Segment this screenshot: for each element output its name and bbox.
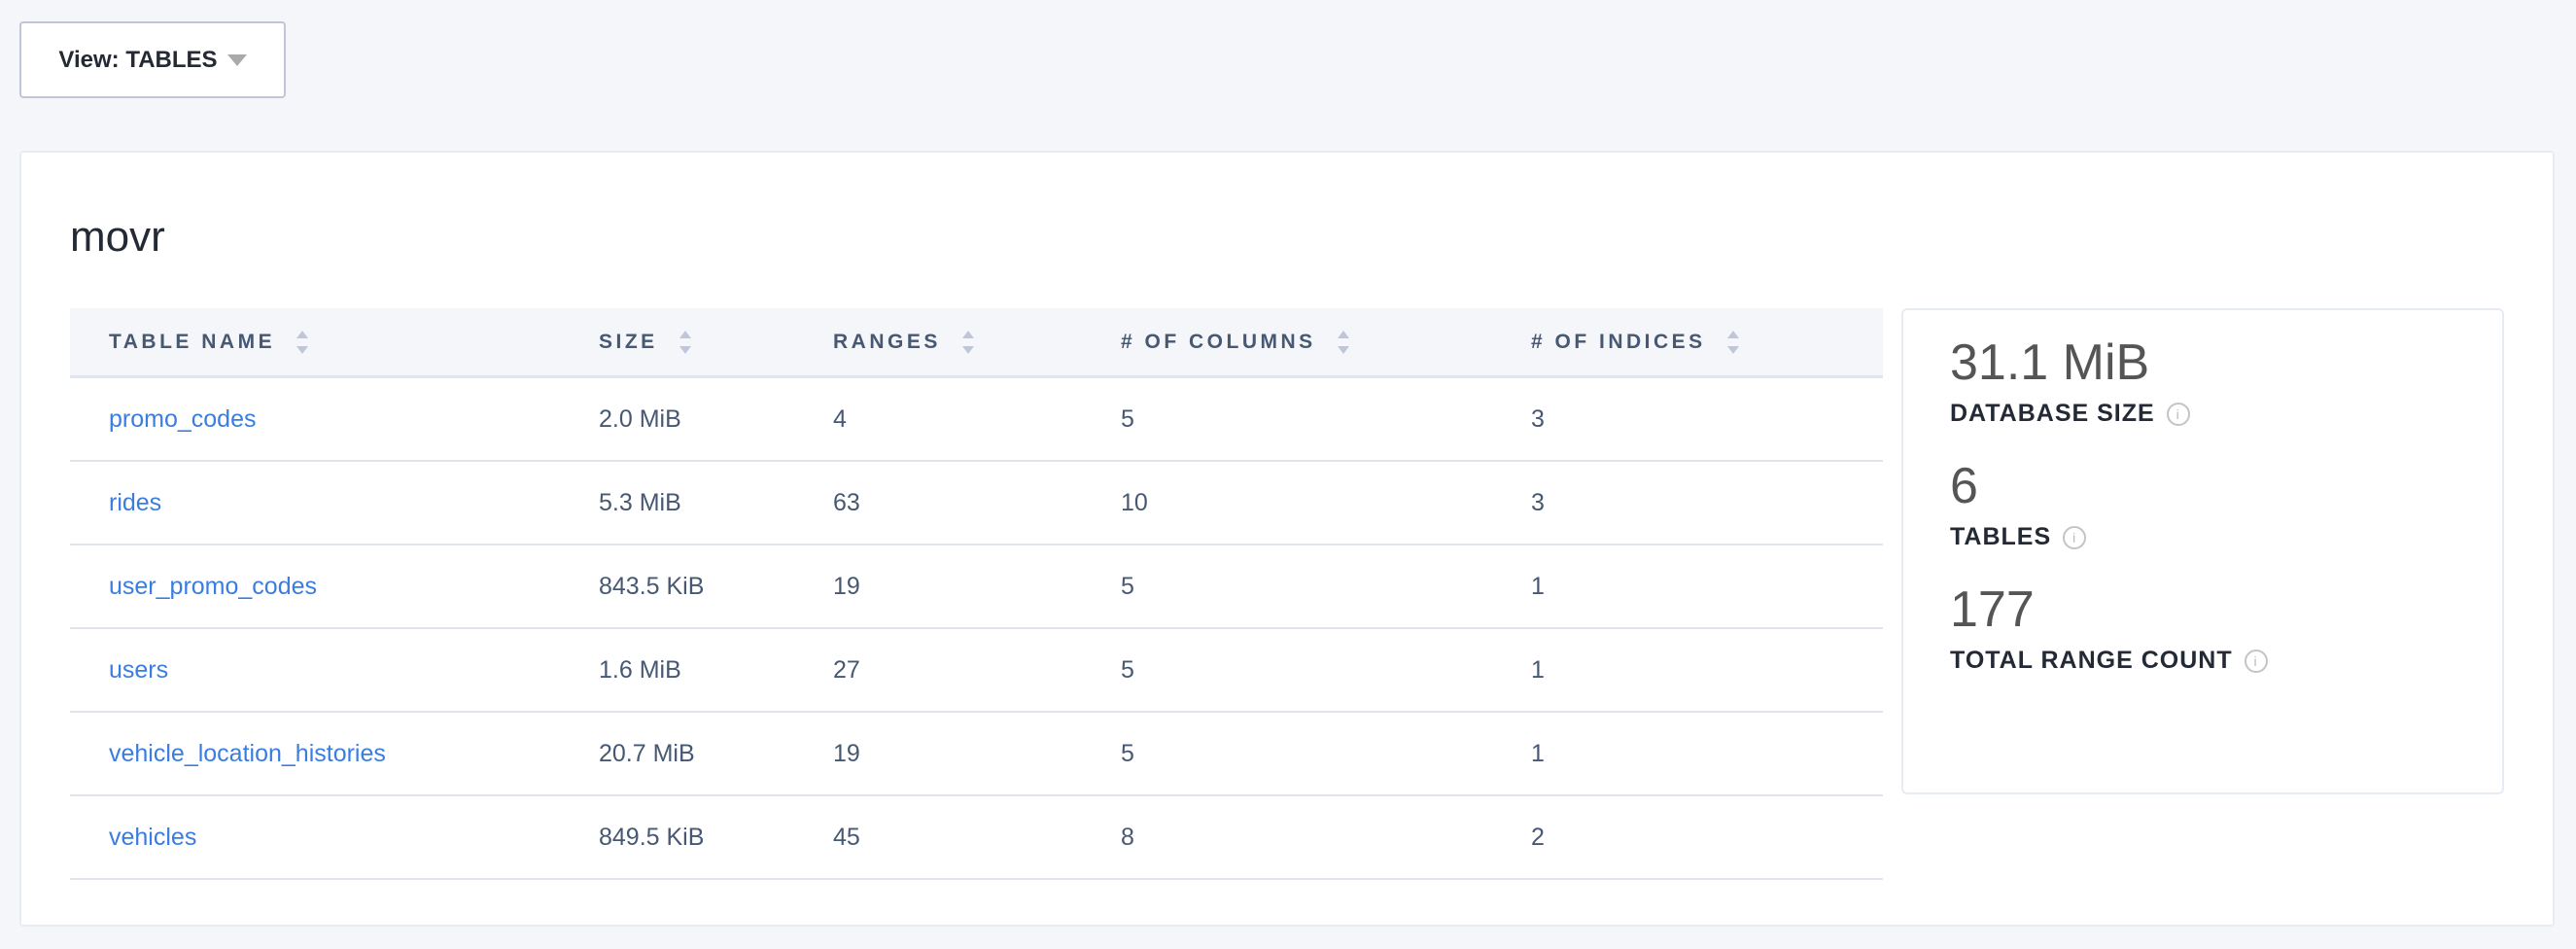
- table-cell: 1: [1531, 545, 1883, 629]
- table-name-link[interactable]: vehicles: [109, 823, 197, 851]
- column-header[interactable]: TABLE NAME: [70, 308, 599, 378]
- table-cell: 19: [833, 712, 1121, 796]
- table-row: rides 5.3 MiB 63 10 3: [70, 461, 1883, 545]
- table-name-link[interactable]: vehicle_location_histories: [109, 739, 386, 767]
- table-row: vehicles 849.5 KiB 45 8 2: [70, 795, 1883, 880]
- metric-value: 6: [1950, 458, 1978, 514]
- table-cell: 5: [1121, 628, 1531, 713]
- summary-metric: 177 TOTAL RANGE COUNT i: [1950, 580, 2502, 675]
- table-cell: 63: [833, 461, 1121, 545]
- table-cell: 5: [1121, 712, 1531, 796]
- table-cell: 20.7 MiB: [599, 712, 833, 796]
- column-header[interactable]: SIZE: [599, 308, 833, 378]
- column-header[interactable]: # OF INDICES: [1531, 308, 1883, 378]
- table-name-link[interactable]: user_promo_codes: [109, 572, 318, 600]
- sort-icon[interactable]: [296, 330, 309, 354]
- sort-icon[interactable]: [961, 330, 974, 354]
- table-row: vehicle_location_histories 20.7 MiB 19 5 1: [70, 712, 1883, 796]
- table-cell: 5.3 MiB: [599, 461, 833, 545]
- column-header[interactable]: RANGES: [833, 308, 1121, 378]
- metric-label: TABLES: [1950, 523, 2052, 550]
- table-cell: 5: [1121, 545, 1531, 629]
- info-icon[interactable]: i: [2063, 525, 2087, 549]
- metric-label: DATABASE SIZE: [1950, 400, 2155, 427]
- view-dropdown[interactable]: View: TABLES: [19, 21, 286, 98]
- column-header-label: # OF INDICES: [1531, 330, 1706, 353]
- column-header[interactable]: # OF COLUMNS: [1121, 308, 1531, 378]
- table-cell: 27: [833, 628, 1121, 713]
- sort-icon[interactable]: [1337, 330, 1349, 354]
- table-cell: 1: [1531, 628, 1883, 713]
- metric-label: TOTAL RANGE COUNT: [1950, 647, 2233, 674]
- table-cell: 2: [1531, 795, 1883, 880]
- table-name-link[interactable]: rides: [109, 488, 162, 516]
- column-header-label: RANGES: [833, 330, 941, 353]
- table-cell: 843.5 KiB: [599, 545, 833, 629]
- table-cell: 3: [1531, 376, 1883, 462]
- caret-down-icon: [226, 53, 247, 66]
- database-summary: 31.1 MiB DATABASE SIZE i 6 TABLES i 177 TOTAL R…: [1901, 308, 2504, 794]
- table-cell: 19: [833, 545, 1121, 629]
- table-cell: 3: [1531, 461, 1883, 545]
- metric-value: 31.1 MiB: [1950, 334, 2150, 391]
- column-header-label: SIZE: [599, 330, 658, 353]
- table-cell: 4: [833, 376, 1121, 462]
- sort-icon[interactable]: [1726, 330, 1739, 354]
- table-name-link[interactable]: users: [109, 655, 169, 684]
- table-cell: 10: [1121, 461, 1531, 545]
- info-icon[interactable]: i: [2166, 402, 2190, 426]
- info-icon[interactable]: i: [2244, 649, 2268, 673]
- sort-icon[interactable]: [679, 330, 691, 354]
- column-header-label: TABLE NAME: [109, 330, 276, 353]
- table-cell: 45: [833, 795, 1121, 880]
- table-row: users 1.6 MiB 27 5 1: [70, 628, 1883, 713]
- table-cell: 8: [1121, 795, 1531, 880]
- table-row: user_promo_codes 843.5 KiB 19 5 1: [70, 545, 1883, 629]
- column-header-label: # OF COLUMNS: [1121, 330, 1316, 353]
- database-card: movr TABLE NAME SIZE RANGES # OF COLUMNS # O…: [19, 151, 2555, 927]
- table-cell: 849.5 KiB: [599, 795, 833, 880]
- table-name-link[interactable]: promo_codes: [109, 404, 257, 433]
- table-cell: 1.6 MiB: [599, 628, 833, 713]
- summary-metric: 6 TABLES i: [1950, 457, 2502, 551]
- table-row: promo_codes 2.0 MiB 4 5 3: [70, 376, 1883, 462]
- table-cell: 2.0 MiB: [599, 376, 833, 462]
- table-cell: 1: [1531, 712, 1883, 796]
- metric-value: 177: [1950, 581, 2035, 638]
- table-cell: 5: [1121, 376, 1531, 462]
- database-title: movr: [70, 213, 165, 261]
- view-dropdown-label: View: TABLES: [58, 46, 218, 73]
- summary-metric: 31.1 MiB DATABASE SIZE i: [1950, 334, 2502, 428]
- tables-table: TABLE NAME SIZE RANGES # OF COLUMNS # OF IND…: [70, 308, 1883, 880]
